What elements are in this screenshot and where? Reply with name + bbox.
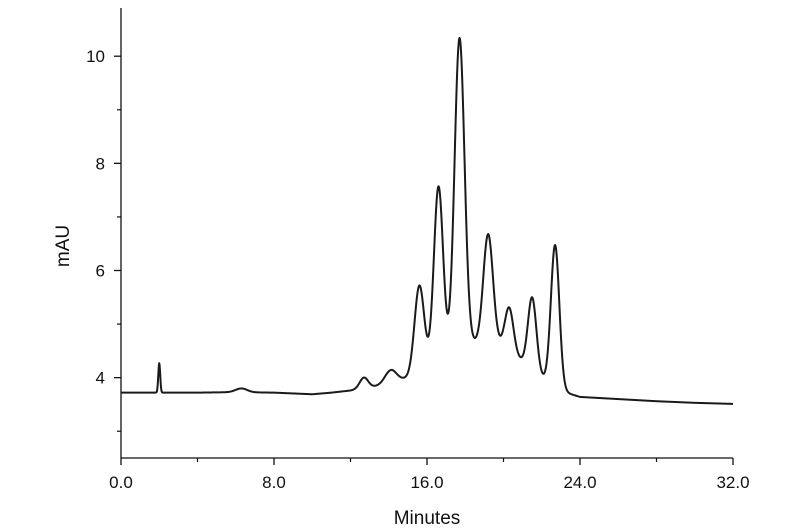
y-tick-label: 10 (86, 47, 105, 66)
x-tick-label: 16.0 (410, 473, 443, 492)
y-ticks: 4 6 8 10 (86, 47, 121, 432)
x-tick-label: 0.0 (109, 473, 133, 492)
x-tick-label: 8.0 (262, 473, 286, 492)
chromatogram-trace (120, 37, 734, 405)
y-axis-label: mAU (53, 225, 74, 267)
axes (120, 8, 733, 459)
x-tick-label: 24.0 (563, 473, 596, 492)
y-tick-label: 6 (96, 262, 105, 281)
y-tick-label: 4 (96, 369, 105, 388)
x-ticks: 0.0 8.0 16.0 24.0 32.0 (109, 458, 750, 492)
x-tick-label: 32.0 (716, 473, 749, 492)
y-tick-label: 8 (96, 154, 105, 173)
x-axis-label: Minutes (394, 508, 461, 529)
